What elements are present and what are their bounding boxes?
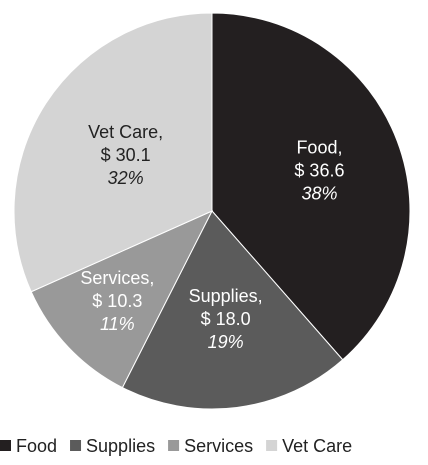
slice-food (211, 12, 411, 361)
slice-value-label-supplies: $ 18.0 (201, 309, 251, 329)
pie-labels: Food, $ 36.6 38% Supplies, $ 18.0 19% Services… (80, 122, 344, 352)
slice-name-label-supplies: Supplies, (189, 286, 263, 306)
slice-supplies (121, 210, 344, 410)
legend-label-vet-care: Vet Care (282, 436, 352, 456)
legend-label-food: Food (16, 436, 57, 456)
legend-swatch-vet-care (266, 440, 278, 451)
slice-services (30, 209, 214, 389)
slice-value-label-services: $ 10.3 (92, 291, 142, 311)
legend-swatch-food (0, 440, 11, 451)
pie-slices (13, 12, 411, 410)
legend-label-services: Services (184, 436, 253, 456)
slice-name-label-food: Food, (296, 137, 342, 157)
legend-swatch-supplies (70, 440, 82, 451)
slice-percent-label-food: 38% (301, 183, 337, 203)
legend-label-supplies: Supplies (86, 436, 155, 456)
legend: Food Supplies Services Vet Care (0, 436, 352, 456)
slice-value-label-vet-care: $ 30.1 (101, 145, 151, 165)
legend-swatch-services (168, 440, 180, 451)
slice-percent-label-vet-care: 32% (108, 168, 144, 188)
slice-vet-care (13, 12, 213, 293)
slice-percent-label-supplies: 19% (208, 332, 244, 352)
slice-name-label-services: Services, (80, 268, 154, 288)
slice-name-label-vet-care: Vet Care, (88, 122, 163, 142)
slice-percent-label-services: 11% (100, 314, 135, 334)
slice-value-label-food: $ 36.6 (294, 160, 344, 180)
